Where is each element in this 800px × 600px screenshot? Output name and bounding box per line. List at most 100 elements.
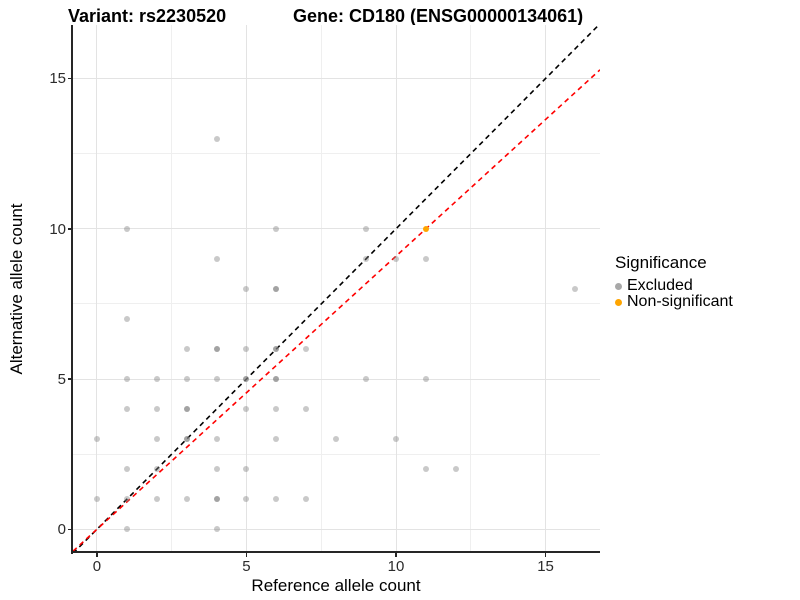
data-point-excluded bbox=[123, 376, 130, 383]
data-point-excluded bbox=[93, 496, 100, 503]
data-point-excluded bbox=[363, 225, 370, 232]
data-point-excluded bbox=[123, 496, 130, 503]
data-point-excluded bbox=[153, 436, 160, 443]
data-point-excluded bbox=[153, 466, 160, 473]
horizontal-gridline bbox=[73, 228, 600, 230]
x-axis-label: Reference allele count bbox=[251, 576, 421, 595]
data-point-excluded bbox=[123, 315, 130, 322]
data-point-excluded bbox=[153, 496, 160, 503]
data-point-excluded bbox=[183, 376, 190, 383]
data-point-excluded bbox=[183, 345, 190, 352]
data-point-excluded bbox=[243, 466, 250, 473]
vertical-gridline bbox=[320, 25, 322, 552]
x-tick-mark bbox=[96, 552, 98, 557]
data-point-excluded bbox=[572, 285, 579, 292]
legend-label-non-significant: Non-significant bbox=[627, 293, 733, 310]
data-point-excluded bbox=[363, 376, 370, 383]
legend-item-excluded: Excluded bbox=[615, 277, 733, 294]
data-point-excluded bbox=[123, 466, 130, 473]
horizontal-gridline bbox=[73, 453, 600, 455]
data-point-excluded bbox=[123, 406, 130, 413]
y-tick-label: 10 bbox=[49, 220, 66, 238]
data-point-excluded bbox=[303, 345, 310, 352]
identity-line bbox=[73, 25, 600, 552]
data-point-excluded bbox=[213, 466, 220, 473]
data-point-excluded bbox=[243, 496, 250, 503]
y-axis-label: Alternative allele count bbox=[7, 203, 26, 375]
x-tick-mark bbox=[245, 552, 248, 557]
data-point-excluded bbox=[243, 285, 250, 292]
data-point-excluded bbox=[213, 376, 220, 383]
horizontal-gridline bbox=[73, 153, 600, 155]
reference-lines bbox=[73, 25, 600, 552]
data-point-excluded bbox=[93, 436, 100, 443]
data-point-excluded bbox=[273, 225, 280, 232]
data-point-excluded bbox=[183, 406, 190, 413]
horizontal-gridline bbox=[73, 303, 600, 305]
x-tick-label: 10 bbox=[387, 558, 405, 575]
y-tick-label: 5 bbox=[57, 371, 66, 389]
vertical-gridline bbox=[171, 25, 173, 552]
vertical-gridline bbox=[96, 25, 98, 552]
y-axis-line bbox=[71, 25, 73, 554]
data-point-excluded bbox=[452, 466, 459, 473]
data-point-excluded bbox=[303, 496, 310, 503]
data-point-excluded bbox=[213, 255, 220, 262]
data-point-excluded bbox=[213, 135, 220, 142]
data-point-excluded bbox=[273, 496, 280, 503]
data-point-excluded bbox=[422, 376, 429, 383]
legend-item-non-significant: Non-significant bbox=[615, 293, 733, 310]
y-tick-mark bbox=[68, 228, 73, 230]
data-point-excluded bbox=[213, 345, 220, 352]
data-point-excluded bbox=[243, 376, 250, 383]
data-point-excluded bbox=[243, 406, 250, 413]
plot-panel bbox=[73, 25, 600, 552]
y-tick-label: 15 bbox=[49, 70, 66, 88]
horizontal-gridline bbox=[73, 378, 600, 380]
data-point-excluded bbox=[153, 376, 160, 383]
data-point-excluded bbox=[213, 526, 220, 533]
vertical-gridline bbox=[395, 25, 397, 552]
y-tick-mark bbox=[68, 378, 73, 380]
data-point-excluded bbox=[213, 496, 220, 503]
data-point-excluded bbox=[273, 406, 280, 413]
data-point-non-significant bbox=[422, 225, 429, 232]
x-tick-label: 5 bbox=[242, 558, 251, 575]
data-point-excluded bbox=[422, 466, 429, 473]
horizontal-gridline bbox=[73, 77, 600, 79]
data-point-excluded bbox=[393, 255, 400, 262]
legend-label-excluded: Excluded bbox=[627, 277, 693, 294]
legend-dot-excluded bbox=[615, 282, 622, 290]
horizontal-gridline bbox=[73, 528, 600, 530]
vertical-gridline bbox=[470, 25, 472, 552]
legend-dot-non-significant bbox=[615, 298, 622, 306]
data-point-excluded bbox=[123, 225, 130, 232]
legend-title: Significance bbox=[615, 253, 707, 272]
data-point-excluded bbox=[333, 436, 340, 443]
x-tick-mark bbox=[395, 552, 397, 557]
fit-line bbox=[73, 69, 600, 552]
data-point-excluded bbox=[393, 436, 400, 443]
data-point-excluded bbox=[303, 406, 310, 413]
data-point-excluded bbox=[123, 526, 130, 533]
data-point-excluded bbox=[422, 255, 429, 262]
x-tick-label: 0 bbox=[92, 558, 102, 575]
variant-title: Variant: rs2230520 bbox=[68, 6, 227, 26]
x-tick-label: 15 bbox=[537, 558, 554, 575]
y-tick-mark bbox=[68, 528, 73, 531]
data-point-excluded bbox=[153, 406, 160, 413]
x-axis-line bbox=[71, 551, 600, 553]
data-point-excluded bbox=[183, 436, 190, 443]
data-point-excluded bbox=[273, 285, 280, 292]
vertical-gridline bbox=[245, 25, 247, 552]
gene-title: Gene: CD180 (ENSG00000134061) bbox=[293, 6, 584, 26]
data-point-excluded bbox=[213, 436, 220, 443]
data-point-excluded bbox=[183, 496, 190, 503]
data-point-excluded bbox=[273, 436, 280, 443]
data-point-excluded bbox=[243, 345, 250, 352]
x-tick-mark bbox=[544, 552, 547, 557]
y-tick-label: 0 bbox=[57, 521, 66, 539]
data-point-excluded bbox=[273, 345, 280, 352]
data-point-excluded bbox=[273, 376, 280, 383]
